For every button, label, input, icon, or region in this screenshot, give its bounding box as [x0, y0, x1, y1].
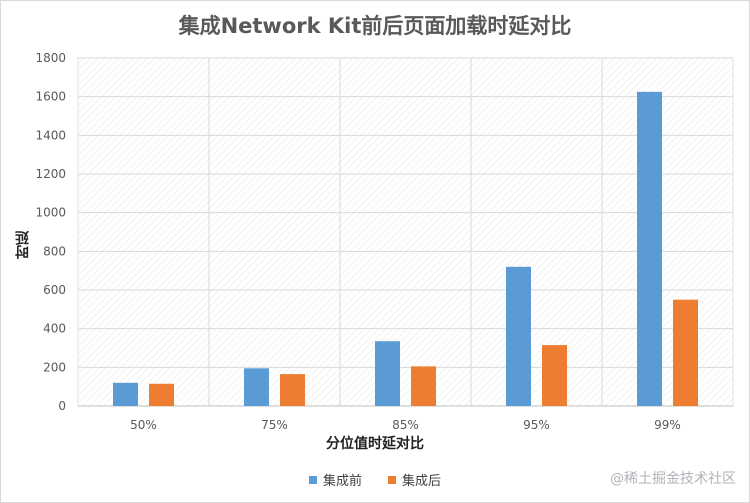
watermark: @稀土掘金技术社区 [610, 471, 736, 487]
bar-series-2-99pct [673, 299, 698, 406]
legend-swatch-series-2 [388, 475, 396, 484]
y-tick-label: 800 [43, 244, 66, 258]
y-tick-label: 1800 [35, 51, 66, 65]
y-tick-label: 1000 [35, 206, 66, 220]
bar-series-2-75pct [280, 374, 305, 406]
x-tick-label: 50% [130, 418, 157, 432]
legend-label-series-1: 集成前 [322, 474, 362, 489]
bar-series-1-99pct [637, 91, 662, 406]
legend-item-series-2: 集成后 [388, 470, 441, 489]
bar-series-1-85pct [375, 341, 400, 406]
bars [113, 91, 698, 406]
tick-labels: 0 200 400 600 800 1000 1200 1400 1600 1800 50% 75% 8… [35, 51, 680, 432]
y-tick-label: 1600 [35, 90, 66, 104]
bar-series-2-85pct [411, 366, 436, 406]
legend-label-series-2: 集成后 [402, 474, 442, 489]
gridlines [78, 57, 733, 407]
x-tick-label: 75% [261, 418, 288, 432]
bar-series-1-50pct [113, 382, 138, 406]
bar-series-2-50pct [149, 383, 174, 406]
y-tick-label: 600 [43, 283, 66, 297]
plot-area [77, 57, 734, 407]
x-tick-label: 85% [392, 418, 419, 432]
x-tick-label: 99% [654, 418, 681, 432]
chart-title: 集成Network Kit前后页面加载时延对比 [178, 14, 572, 38]
y-tick-label: 1200 [35, 167, 66, 181]
y-tick-label: 200 [43, 360, 66, 374]
y-tick-label: 400 [43, 322, 66, 336]
y-tick-label: 1400 [35, 128, 66, 142]
bar-series-1-95pct [506, 266, 531, 406]
legend: 集成前 集成后 [0, 470, 750, 489]
legend-item-series-1: 集成前 [308, 470, 362, 489]
x-tick-label: 95% [523, 418, 550, 432]
bar-series-1-75pct [244, 368, 269, 406]
legend-swatch-series-1 [308, 475, 317, 484]
y-tick-label: 0 [58, 399, 66, 413]
x-axis-label: 分位值时延对比 [326, 436, 424, 452]
bar-series-2-95pct [542, 345, 567, 406]
